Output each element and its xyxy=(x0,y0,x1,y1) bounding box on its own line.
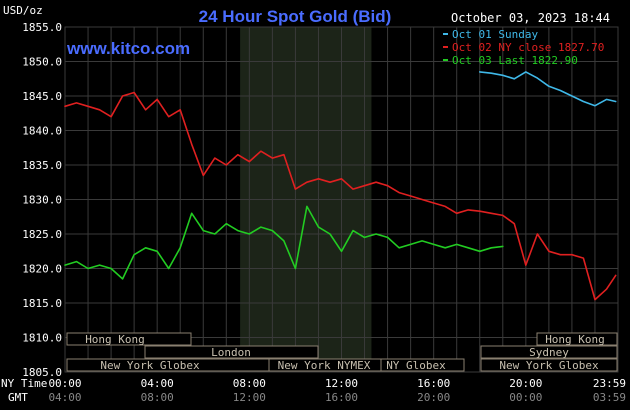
y-tick-label: 1850.0 xyxy=(22,56,62,69)
session-new-york-nymex-label: New York NYMEX xyxy=(278,359,371,372)
grid-layer xyxy=(64,26,619,373)
session-sydney xyxy=(480,345,618,359)
session-sydney-label: Sydney xyxy=(529,346,569,359)
session-london-label: London xyxy=(211,346,251,359)
session-new-york-globex-2-label: New York Globex xyxy=(499,359,599,372)
session-new-york-globex-1-label: New York Globex xyxy=(100,359,200,372)
session-hong-kong-1 xyxy=(66,332,192,346)
y-tick-label: 1825.0 xyxy=(22,228,62,241)
y-tick-label: 1835.0 xyxy=(22,159,62,172)
x-axis-row1-label: NY Time xyxy=(1,377,47,390)
x-tick-label-ny: 08:00 xyxy=(233,377,266,390)
x-tick-label-gmt: 16:00 xyxy=(325,391,358,404)
y-tick-label: 1805.0 xyxy=(22,366,62,379)
series-line-2 xyxy=(64,205,504,280)
timestamp: October 03, 2023 18:44 xyxy=(451,11,610,25)
legend-label-oct03: Oct 03 Last 1822.90 xyxy=(452,54,578,67)
x-tick-label-ny: 12:00 xyxy=(325,377,358,390)
x-tick-label-ny: 16:00 xyxy=(417,377,450,390)
legend: Oct 01 Sunday Oct 02 NY close 1827.70 Oc… xyxy=(443,28,604,67)
unit-label: USD/oz xyxy=(3,4,43,17)
session-hong-kong-2-label: Hong Kong xyxy=(545,333,605,346)
x-tick-label-gmt: 12:00 xyxy=(233,391,266,404)
x-tick-label-gmt: 04:00 xyxy=(48,391,81,404)
x-tick-label-ny: 00:00 xyxy=(48,377,81,390)
y-tick-label: 1815.0 xyxy=(22,297,62,310)
session-ny-globex xyxy=(380,358,465,372)
y-tick-label: 1830.0 xyxy=(22,194,62,207)
session-london xyxy=(144,345,319,359)
series-line-1 xyxy=(64,91,617,301)
sessions: Hong Kong London New York Globex New Yor… xyxy=(66,332,618,372)
y-tick-label: 1810.0 xyxy=(22,332,62,345)
y-tick-label: 1855.0 xyxy=(22,21,62,34)
series-line-0 xyxy=(478,71,617,107)
x-tick-label-ny: 23:59 xyxy=(593,377,626,390)
watermark: www.kitco.com xyxy=(66,39,190,58)
axis-labels-layer: 1855.0 1850.0 1845.0 1840.0 1835.0 1830.0 1825… xyxy=(22,21,626,404)
x-tick-label-gmt: 03:59 xyxy=(593,391,626,404)
y-tick-label: 1820.0 xyxy=(22,263,62,276)
chart-title: 24 Hour Spot Gold (Bid) xyxy=(199,7,392,26)
x-tick-label-gmt: 08:00 xyxy=(141,391,174,404)
x-tick-label-ny: 04:00 xyxy=(141,377,174,390)
x-tick-label-gmt: 00:00 xyxy=(509,391,542,404)
series-layer xyxy=(64,71,617,301)
legend-label-sunday: Oct 01 Sunday xyxy=(452,28,538,41)
y-tick-label: 1840.0 xyxy=(22,125,62,138)
x-tick-label-ny: 20:00 xyxy=(509,377,542,390)
session-hong-kong-2 xyxy=(536,332,618,346)
session-ny-globex-label: NY Globex xyxy=(386,359,446,372)
x-axis-row2-label: GMT xyxy=(8,391,28,404)
x-tick-label-gmt: 20:00 xyxy=(417,391,450,404)
session-hong-kong-1-label: Hong Kong xyxy=(85,333,145,346)
y-tick-label: 1845.0 xyxy=(22,90,62,103)
session-new-york-globex-2 xyxy=(480,358,618,372)
legend-label-oct02: Oct 02 NY close 1827.70 xyxy=(452,41,604,54)
